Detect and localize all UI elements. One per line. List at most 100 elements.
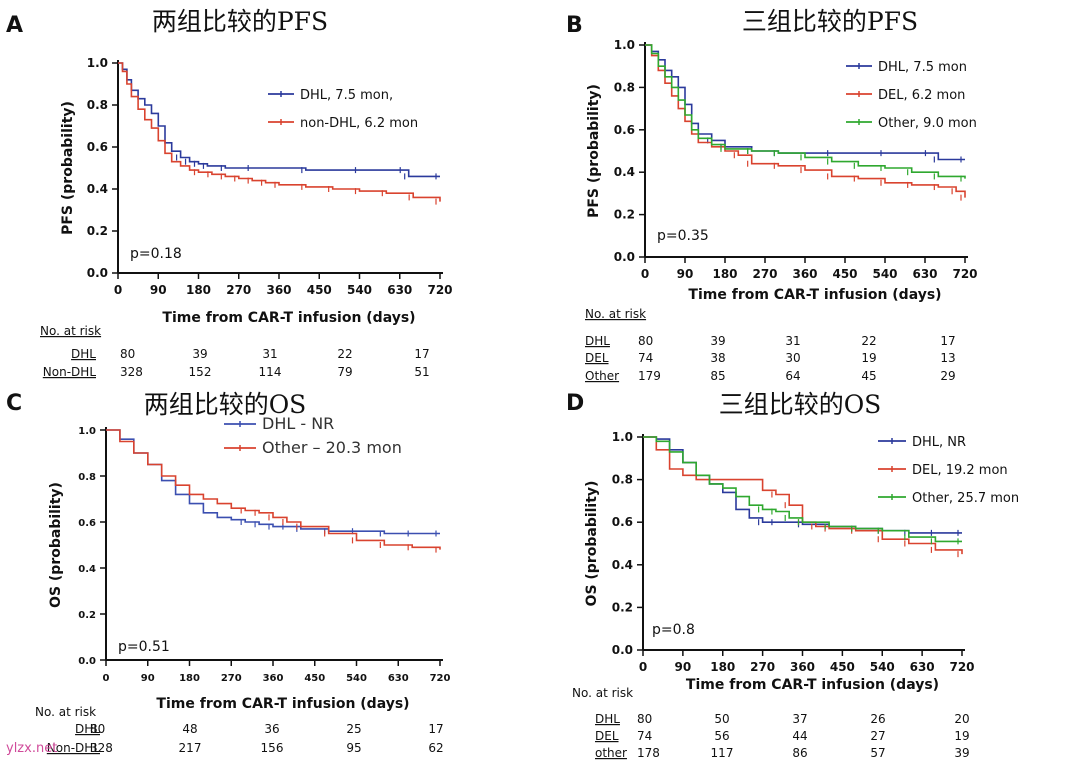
x-tick-label: 180	[712, 267, 737, 281]
y-axis-label: PFS (probability)	[586, 84, 602, 218]
y-tick-label: 0.4	[612, 558, 633, 572]
risk-value: 179	[638, 369, 661, 383]
risk-value: 178	[637, 746, 660, 760]
risk-value: 37	[792, 712, 807, 726]
y-tick-label: 0.0	[614, 250, 635, 264]
x-tick-label: 360	[266, 283, 291, 297]
panel-letter: B	[566, 13, 583, 38]
risk-row-label: DHL	[585, 334, 610, 348]
x-tick-label: 450	[830, 660, 855, 674]
risk-value: 19	[861, 351, 876, 365]
x-tick-label: 450	[832, 267, 857, 281]
risk-value: 62	[428, 741, 443, 755]
legend-entry: Other – 20.3 mon	[262, 438, 402, 457]
risk-value: 48	[182, 722, 197, 736]
x-tick-label: 0	[641, 267, 649, 281]
y-tick-label: 0.0	[78, 656, 96, 667]
survival-curve-3	[645, 44, 966, 179]
survival-curve-3	[643, 436, 962, 543]
y-tick-label: 0.2	[78, 610, 96, 621]
risk-value: 39	[192, 347, 207, 361]
y-tick-label: 0.6	[614, 123, 635, 137]
chart-title: 三组比较的OS	[719, 390, 882, 419]
x-tick-label: 630	[387, 283, 412, 297]
y-tick-label: 0.4	[87, 182, 108, 196]
risk-value: 95	[346, 741, 361, 755]
x-tick-label: 270	[750, 660, 775, 674]
risk-table-header: No. at risk	[40, 324, 101, 338]
x-tick-label: 720	[430, 673, 451, 684]
risk-value: 13	[940, 351, 955, 365]
chart-title: 三组比较的PFS	[742, 7, 918, 36]
x-tick-label: 540	[872, 267, 897, 281]
legend-entry: DHL, NR	[912, 435, 966, 450]
y-tick-label: 0.4	[78, 564, 96, 575]
risk-value: 74	[637, 729, 652, 743]
x-tick-label: 630	[912, 267, 937, 281]
risk-row-label: DEL	[595, 729, 619, 743]
y-tick-label: 0.2	[614, 208, 635, 222]
y-axis-label: OS (probability)	[584, 481, 600, 607]
risk-value: 25	[346, 722, 361, 736]
risk-value: 36	[264, 722, 279, 736]
survival-curve-2	[643, 436, 963, 555]
risk-row-label: DEL	[585, 351, 609, 365]
risk-value: 31	[262, 347, 277, 361]
x-tick-label: 450	[307, 283, 332, 297]
panel-letter: C	[6, 391, 22, 416]
risk-table-header: No. at risk	[35, 705, 96, 719]
risk-value: 114	[259, 365, 282, 379]
x-tick-label: 180	[186, 283, 211, 297]
y-tick-label: 0.0	[87, 266, 108, 280]
p-value: p=0.51	[118, 639, 170, 655]
x-tick-label: 720	[952, 267, 977, 281]
legend-entry: Other, 25.7 mon	[912, 491, 1019, 506]
risk-value: 80	[90, 722, 105, 736]
risk-value: 22	[337, 347, 352, 361]
risk-value: 328	[120, 365, 143, 379]
x-tick-label: 540	[870, 660, 895, 674]
x-tick-label: 90	[141, 673, 155, 684]
risk-value: 27	[870, 729, 885, 743]
risk-value: 31	[785, 334, 800, 348]
p-value: p=0.35	[657, 228, 709, 244]
x-tick-label: 0	[114, 283, 122, 297]
risk-value: 80	[120, 347, 135, 361]
risk-value: 328	[90, 741, 113, 755]
risk-value: 29	[940, 369, 955, 383]
risk-value: 17	[940, 334, 955, 348]
y-tick-label: 0.6	[78, 518, 96, 529]
legend-entry: DEL, 6.2 mon	[878, 88, 965, 103]
watermark: ylzx.net	[6, 741, 57, 756]
panel-letter: D	[566, 391, 584, 416]
chart-title: 两组比较的PFS	[152, 7, 328, 36]
y-tick-label: 0.2	[612, 600, 633, 614]
risk-row-label: other	[595, 746, 627, 760]
y-tick-label: 0.8	[612, 473, 633, 487]
risk-value: 22	[861, 334, 876, 348]
x-tick-label: 0	[103, 673, 110, 684]
risk-table: No. at risk DHL 80 50 37 26 20 DEL 74 56 44 27 19 oth…	[572, 686, 970, 760]
panel-d: D 三组比较的OS 0.0 0.2 0.4 0.6 0.8 1.0 0 90 180 270 360 45…	[566, 390, 1019, 760]
risk-value: 38	[710, 351, 725, 365]
x-tick-label: 450	[304, 673, 325, 684]
risk-value: 80	[637, 712, 652, 726]
risk-value: 152	[189, 365, 212, 379]
x-tick-label: 270	[221, 673, 242, 684]
legend-entry: DHL - NR	[262, 414, 334, 433]
y-axis-label: PFS (probability)	[60, 101, 76, 235]
panel-b: B 三组比较的PFS 0.0 0.2 0.4 0.6 0.8 1.0 0 90 180 270 360 4…	[566, 7, 978, 383]
x-axis-label: Time from CAR-T infusion (days)	[686, 677, 939, 693]
y-tick-label: 0.0	[612, 643, 633, 657]
x-axis-label: Time from CAR-T infusion (days)	[162, 310, 415, 326]
risk-value: 64	[785, 369, 800, 383]
y-tick-label: 0.2	[87, 224, 108, 238]
x-tick-label: 630	[388, 673, 409, 684]
risk-row-label: DHL	[595, 712, 620, 726]
x-tick-label: 360	[790, 660, 815, 674]
risk-value: 85	[710, 369, 725, 383]
risk-value: 80	[638, 334, 653, 348]
x-tick-label: 720	[427, 283, 452, 297]
